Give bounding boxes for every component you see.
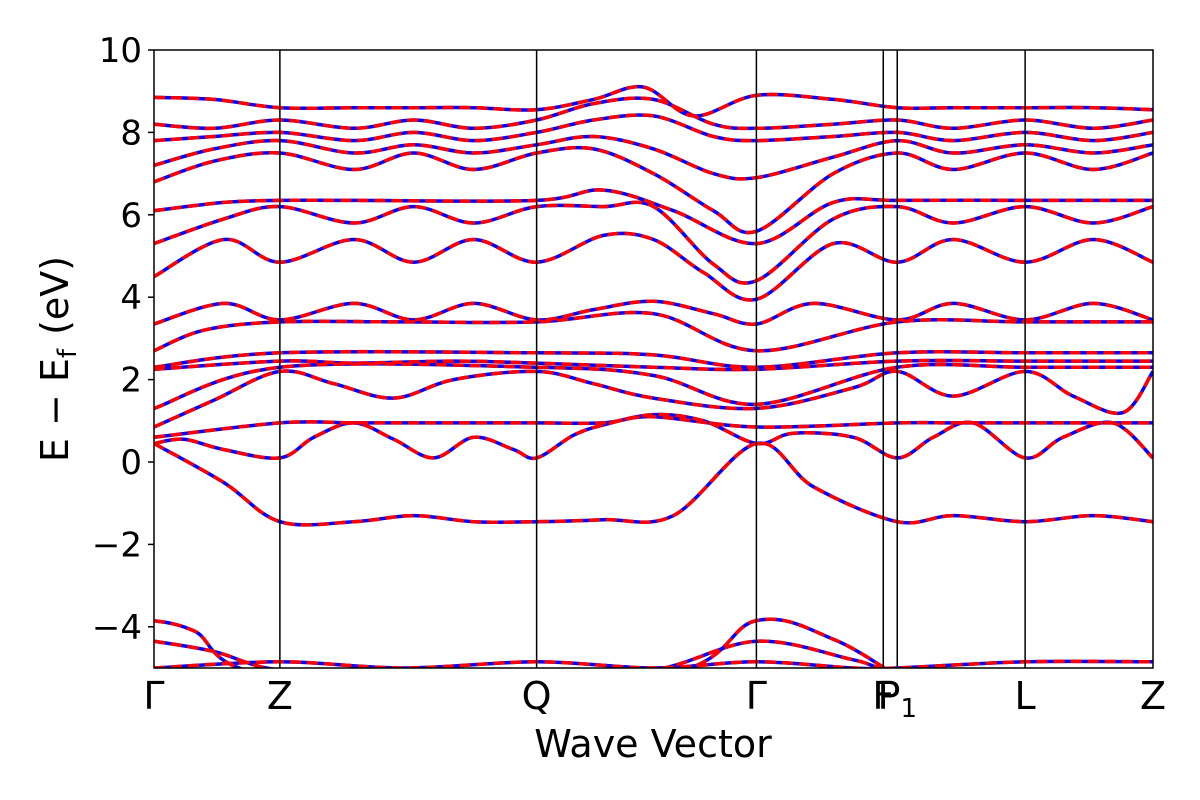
band-dashed-8 [154, 358, 1153, 372]
bands-solid-series [154, 84, 1153, 668]
kpoint-label-1: Z [267, 674, 293, 718]
band-dashed-13 [154, 200, 1153, 285]
kpoint-label-3: Γ [746, 674, 767, 718]
y-axis-label-unit: (eV) [33, 256, 77, 335]
band-solid-12 [154, 231, 1153, 302]
kpoint-label-2: Q [522, 674, 552, 718]
kpoint-label-0: Γ [143, 674, 164, 718]
y-tick-label-1: −2 [92, 525, 142, 565]
band-dashed-18 [154, 96, 1153, 131]
y-axis-ticks: −4 −2 0 2 4 6 8 10 [92, 31, 154, 648]
kpoint-label-7: Z [1140, 674, 1166, 718]
band-dashed-2 [154, 617, 888, 668]
band-solid-15 [154, 145, 1153, 235]
y-tick-label-3: 2 [120, 361, 142, 401]
y-axis-label: E − Ef (eV) [33, 256, 83, 462]
band-solid-7 [154, 362, 1153, 411]
y-axis-label-main: E − E [33, 358, 77, 462]
band-solid-3 [154, 441, 1153, 527]
y-tick-label-6: 8 [120, 113, 142, 153]
y-axis-label-sub: f [53, 348, 83, 358]
band-dashed-16 [154, 134, 1153, 181]
x-axis-label: Wave Vector [534, 722, 772, 766]
y-tick-label-2: 0 [120, 443, 142, 483]
band-dashed-3 [154, 441, 1153, 527]
band-solid-13 [154, 200, 1153, 285]
kpoint-label-6: L [1015, 674, 1036, 718]
band-dashed-6 [154, 369, 1153, 429]
band-solid-18 [154, 96, 1153, 131]
band-dashed-10 [154, 310, 1153, 353]
high-symmetry-lines [279, 50, 1026, 668]
plot-frame [153, 49, 1154, 669]
band-dashed-9 [154, 349, 1153, 369]
band-solid-17 [154, 113, 1153, 143]
band-dashed-11 [154, 299, 1153, 326]
band-solid-5 [154, 414, 1153, 440]
band-solid-10 [154, 310, 1153, 353]
kpoint-label-sub-5: 1 [900, 694, 917, 724]
x-axis-ticks: Γ Z Q Γ FP1 L Z [143, 674, 1166, 724]
band-solid-14 [154, 188, 1153, 246]
kpoint-label-4: F [872, 674, 894, 718]
band-dashed-0 [154, 659, 1153, 668]
y-tick-label-0: −4 [92, 608, 142, 648]
y-tick-label-7: 10 [99, 31, 142, 71]
band-dashed-12 [154, 231, 1153, 302]
band-dashed-7 [154, 362, 1153, 411]
kpoint-label-5: P1 [878, 674, 917, 724]
bands-dashed-series [154, 84, 1153, 668]
band-dashed-15 [154, 145, 1153, 235]
y-tick-label-4: 4 [120, 278, 142, 318]
band-dashed-17 [154, 113, 1153, 143]
band-solid-6 [154, 369, 1153, 429]
band-dashed-19 [154, 84, 1153, 118]
y-tick-label-5: 6 [120, 196, 142, 236]
band-dashed-5 [154, 414, 1153, 440]
band-dashed-14 [154, 188, 1153, 246]
